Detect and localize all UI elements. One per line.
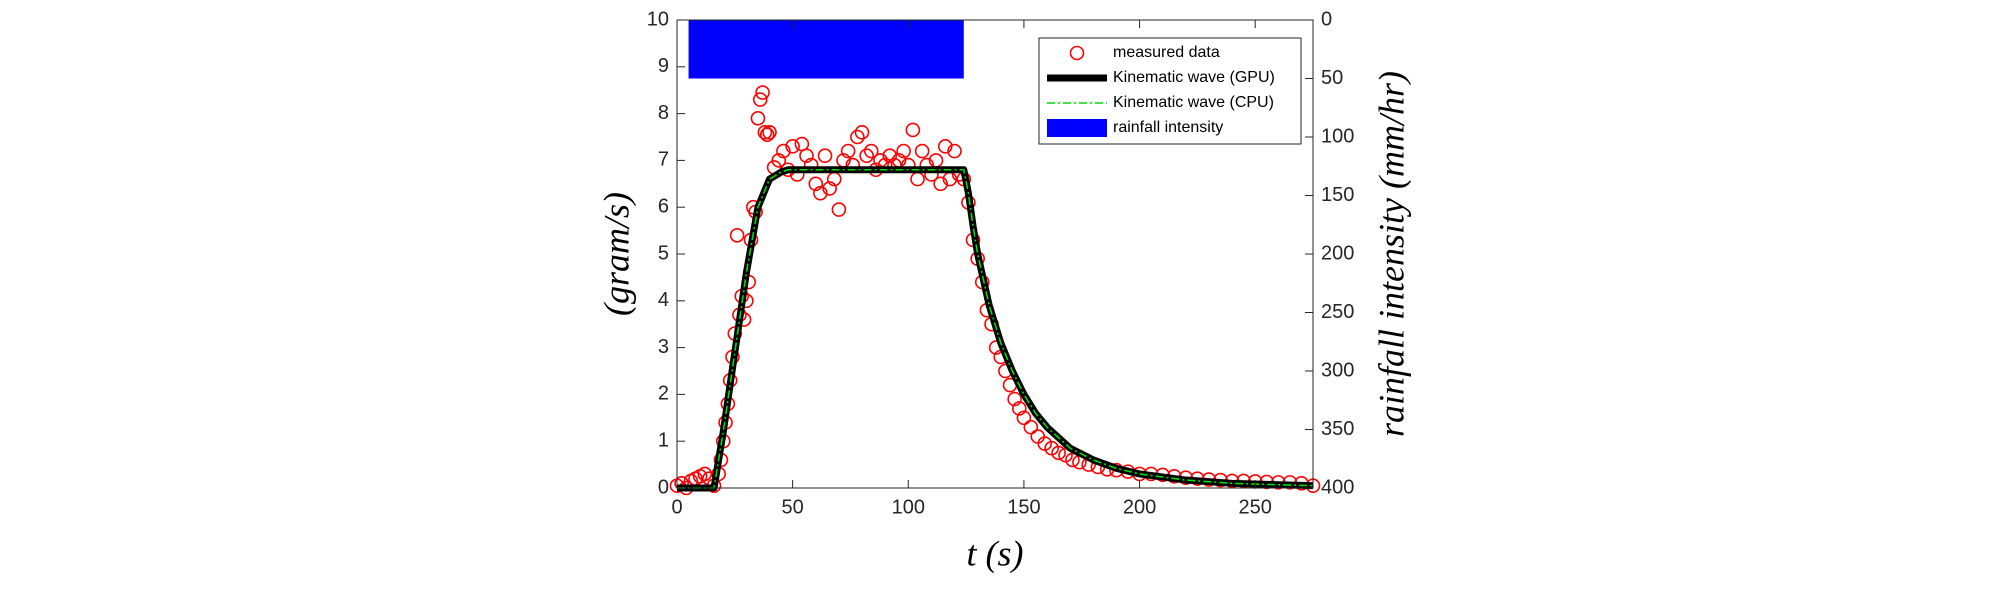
data-point xyxy=(1011,401,1027,416)
data-point xyxy=(799,148,814,164)
y-tick-label: 7 xyxy=(658,149,669,171)
data-point xyxy=(755,85,770,100)
legend-label: measured data xyxy=(1113,44,1220,61)
data-point xyxy=(776,143,791,159)
data-point xyxy=(808,176,824,192)
data-point xyxy=(757,125,773,140)
data-point xyxy=(840,143,856,159)
y2-tick-label: 200 xyxy=(1321,242,1354,264)
data-point xyxy=(854,125,870,140)
x-tick-label: 250 xyxy=(1238,496,1271,518)
data-point xyxy=(859,148,874,164)
y-tick-label: 3 xyxy=(658,336,669,358)
y-tick-label: 10 xyxy=(647,8,669,30)
y-tick-label: 9 xyxy=(658,55,669,77)
data-point xyxy=(759,127,775,142)
data-point xyxy=(1023,419,1039,435)
x-tick-label: 0 xyxy=(671,496,682,518)
data-point xyxy=(750,110,766,126)
x-tick-label: 150 xyxy=(1007,496,1040,518)
data-point xyxy=(910,171,925,187)
y-tick-label: 1 xyxy=(658,429,669,451)
legend-label: rainfall intensity xyxy=(1113,119,1223,136)
data-point xyxy=(785,139,800,154)
data-point xyxy=(896,143,911,159)
data-point xyxy=(729,227,745,243)
data-point xyxy=(947,143,962,159)
x-tick-label: 100 xyxy=(892,496,925,518)
y2-tick-label: 100 xyxy=(1321,125,1354,147)
y2-tick-label: 350 xyxy=(1321,418,1354,440)
x-axis-label: t (s) xyxy=(967,533,1024,573)
y-tick-label: 6 xyxy=(658,195,669,217)
y-tick-label: 5 xyxy=(658,242,669,264)
y2-tick-label: 250 xyxy=(1321,301,1354,323)
data-point xyxy=(697,466,713,482)
data-point xyxy=(905,122,921,138)
y2-tick-label: 400 xyxy=(1321,476,1354,498)
data-point xyxy=(1016,410,1032,426)
data-point xyxy=(817,148,833,164)
data-point xyxy=(937,139,953,154)
x-tick-label: 200 xyxy=(1123,496,1156,518)
data-point xyxy=(813,185,828,201)
data-point xyxy=(850,129,865,145)
data-point xyxy=(771,153,787,168)
data-point xyxy=(822,181,837,196)
data-point xyxy=(882,148,898,164)
data-point xyxy=(1051,445,1066,461)
y-tick-label: 4 xyxy=(658,289,669,311)
x-tick-label: 50 xyxy=(782,496,804,518)
data-point xyxy=(863,143,879,159)
legend-marker xyxy=(1069,45,1085,61)
data-point xyxy=(1007,391,1022,407)
y2-axis-label: rainfall intensity (mm/hr) xyxy=(1371,71,1411,437)
model-line xyxy=(677,166,1314,492)
y2-tick-label: 0 xyxy=(1321,8,1332,30)
y-axis-label: (gram/s) xyxy=(596,192,636,316)
y-tick-label: 8 xyxy=(658,102,669,124)
y2-tick-label: 50 xyxy=(1321,67,1343,89)
data-point xyxy=(1065,452,1080,468)
data-point xyxy=(914,143,930,159)
data-point xyxy=(762,125,777,140)
legend-label: Kinematic wave (GPU) xyxy=(1113,69,1275,86)
legend-label: Kinematic wave (CPU) xyxy=(1113,94,1274,111)
data-point xyxy=(752,92,768,107)
data-point xyxy=(933,176,948,192)
data-point xyxy=(1030,429,1046,444)
y2-tick-label: 150 xyxy=(1321,184,1354,206)
rain-bar xyxy=(688,20,964,79)
y-tick-label: 2 xyxy=(658,383,669,405)
legend-marker xyxy=(1047,119,1107,137)
model-line xyxy=(677,168,1314,489)
data-point xyxy=(831,202,847,217)
y-tick-label: 0 xyxy=(658,476,669,498)
y2-tick-label: 300 xyxy=(1321,359,1354,381)
